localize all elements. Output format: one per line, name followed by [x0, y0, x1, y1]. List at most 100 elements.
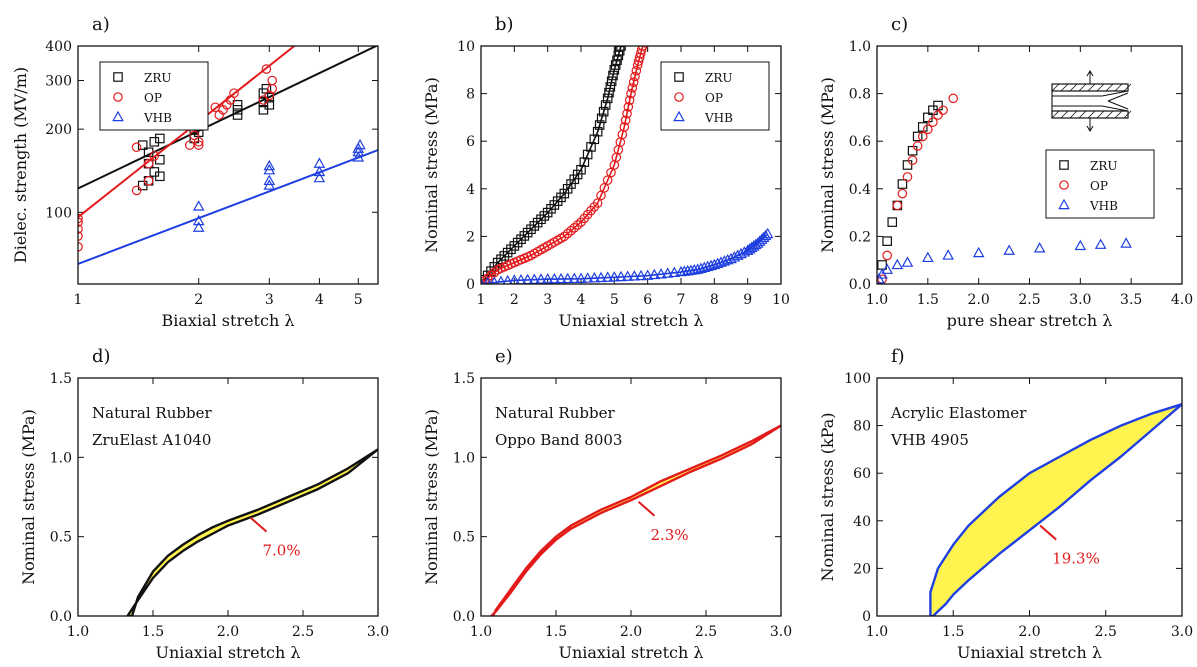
hysteresis-value: 19.3%	[1052, 550, 1100, 568]
data-point	[881, 263, 893, 274]
data-point	[193, 140, 204, 150]
plot-frame	[77, 377, 379, 617]
y-tick-label: 6	[466, 134, 475, 150]
data-point	[232, 104, 243, 115]
data-point	[258, 104, 269, 115]
plot-area	[490, 424, 781, 616]
data-point	[232, 100, 243, 110]
x-tick-label: 1.5	[142, 624, 164, 640]
data-point	[496, 275, 506, 284]
data-point	[131, 185, 142, 196]
hatch	[1087, 110, 1096, 119]
data-point	[1074, 239, 1087, 251]
data-point	[539, 211, 550, 221]
x-tick-label: 2	[510, 292, 519, 308]
x-axis-label: Uniaxial stretch λ	[558, 311, 703, 330]
data-point	[263, 174, 276, 186]
data-point	[902, 160, 913, 170]
data-point	[907, 155, 918, 166]
legend-marker	[674, 72, 684, 82]
data-point	[575, 272, 587, 283]
y-tick-label: 0.5	[50, 530, 72, 546]
data-point	[691, 263, 704, 274]
data-point	[637, 46, 648, 51]
y-tick-label: 100	[844, 371, 871, 387]
data-point	[192, 221, 205, 232]
hatch	[1123, 83, 1132, 92]
data-point	[535, 273, 547, 284]
data-point	[261, 64, 272, 74]
data-point	[189, 130, 200, 141]
y-tick-label: 1.5	[453, 371, 475, 387]
hatch	[1051, 83, 1060, 92]
data-point	[761, 227, 774, 239]
data-point	[901, 256, 914, 267]
data-point	[555, 272, 567, 284]
hysteresis-pointer	[249, 516, 268, 533]
data-point	[628, 77, 639, 87]
panel-a: a) 1 2 3 4 5 100 200 300 400 Biaxial stretch λ Diel…	[11, 14, 379, 330]
material-label: Natural Rubber	[495, 404, 615, 422]
y-tick-label: 300	[45, 74, 72, 90]
data-point	[229, 88, 239, 98]
legend-label: OP	[705, 91, 723, 105]
hysteresis-value: 2.3%	[651, 526, 689, 544]
data-point	[600, 100, 611, 110]
x-tick-label: 5	[610, 292, 619, 308]
data-point	[615, 270, 627, 282]
data-point	[972, 246, 985, 258]
data-point	[576, 164, 586, 175]
x-tick-label: 2.5	[1018, 292, 1040, 308]
y-axis-label: Dielec. strength (MV/m)	[11, 67, 30, 263]
y-tick-label: 0.4	[849, 182, 871, 198]
data-point	[582, 149, 593, 160]
y-tick-label: 0.8	[849, 87, 871, 103]
data-point	[604, 87, 614, 98]
data-point	[579, 157, 590, 167]
plot-frame	[480, 45, 782, 285]
data-point	[502, 274, 513, 284]
x-tick-label: 3	[265, 292, 274, 308]
x-axis-label: Uniaxial stretch λ	[155, 643, 300, 662]
y-axis-label: Nominal stress (MPa)	[19, 409, 38, 585]
legend-label: ZRU	[705, 71, 733, 85]
data-point	[267, 75, 277, 86]
data-point	[143, 158, 154, 169]
data-point	[155, 171, 165, 182]
data-point	[668, 266, 681, 278]
data-point	[928, 117, 938, 127]
legend-marker	[113, 72, 123, 82]
data-point	[655, 268, 667, 279]
hatch	[1078, 110, 1087, 119]
hatch	[1069, 110, 1078, 119]
data-point	[661, 267, 674, 278]
data-point	[621, 270, 634, 281]
data-point	[149, 136, 160, 147]
data-point	[352, 145, 365, 157]
data-point	[623, 102, 634, 112]
data-point	[628, 270, 641, 281]
material-label: VHB 4905	[890, 431, 969, 449]
x-tick-label: 1	[477, 292, 486, 308]
hysteresis-loop	[126, 448, 378, 616]
data-point	[616, 46, 626, 51]
y-tick-label: 10	[457, 39, 475, 55]
hatch	[1105, 110, 1114, 119]
y-tick-label: 80	[853, 419, 871, 435]
data-point	[352, 151, 365, 162]
data-point	[923, 112, 933, 123]
y-tick-label: 20	[853, 561, 871, 577]
y-tick-label: 0.0	[849, 277, 871, 293]
x-axis-label: pure shear stretch λ	[947, 311, 1113, 330]
data-point	[620, 115, 631, 126]
y-tick-label: 1.5	[50, 371, 72, 387]
data-point	[1003, 244, 1015, 255]
data-point	[698, 261, 711, 273]
y-tick-label: 100	[45, 205, 72, 221]
x-axis-label: Biaxial stretch λ	[162, 311, 295, 330]
legend-marker	[1059, 160, 1069, 170]
data-point	[526, 224, 536, 235]
data-point	[948, 93, 959, 104]
data-point	[933, 110, 943, 120]
